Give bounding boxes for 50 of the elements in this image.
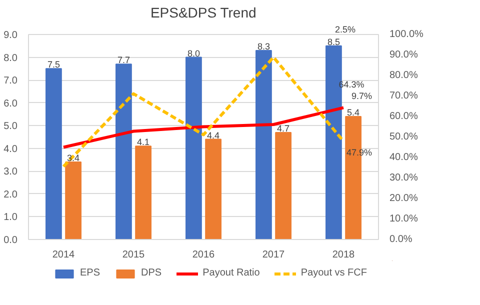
text: 2.0 (4, 189, 18, 200)
text: 50.0% (390, 132, 418, 142)
text: 100.0% (390, 29, 424, 40)
bar (275, 132, 292, 240)
text: 7.0 (4, 76, 18, 87)
text: 60.0% (390, 111, 418, 122)
data-label: 4.7 (277, 123, 290, 134)
text: 8.0 (4, 52, 18, 64)
text: 20.0% (390, 193, 418, 204)
text: 40.0% (390, 152, 418, 163)
text: 0.0% (390, 234, 412, 245)
annotation: 9.7% (352, 91, 372, 101)
bar (205, 138, 222, 240)
text: 90.0% (390, 50, 418, 60)
text: 70.0% (390, 90, 418, 102)
data-label: 8.3 (257, 41, 270, 52)
data-label: 7.5 (47, 60, 60, 70)
text: 9.0 (4, 30, 18, 41)
text: 6.0 (4, 98, 18, 110)
data-label: 5.4 (347, 108, 360, 118)
data-label: 4.1 (137, 137, 150, 148)
data-label: 7.7 (117, 55, 130, 66)
x-tick-label: 2015 (122, 250, 146, 260)
bar (256, 50, 272, 240)
legend-label: EPS (80, 268, 100, 278)
x-tick-label: 2018 (332, 250, 356, 260)
text: 4.0 (4, 144, 18, 155)
legend-label: DPS (141, 268, 162, 278)
text: 0.0 (4, 235, 18, 246)
text: 3.0 (4, 166, 18, 178)
bar (135, 146, 152, 240)
legend-label: Payout Ratio (202, 268, 260, 278)
x-tick-label: 2016 (192, 250, 216, 260)
text: 1.0 (4, 212, 18, 224)
x-tick-label: 2014 (52, 250, 76, 260)
data-label: 8.5 (327, 36, 340, 47)
text: 30.0% (390, 172, 418, 184)
annotation: 2.5% (334, 24, 356, 34)
bar (46, 68, 62, 240)
text: 10.0% (390, 214, 418, 224)
chart-title: EPS&DPS Trend (150, 4, 256, 20)
text: 5.0 (4, 121, 18, 132)
bar (116, 64, 132, 240)
bar (65, 162, 82, 240)
legend-label: Payout vs FCF (300, 268, 367, 278)
text: 80.0% (390, 70, 418, 81)
data-label: 4.4 (207, 130, 220, 140)
bar (186, 56, 202, 240)
x-tick-label: 2017 (262, 250, 286, 260)
data-label: 8.0 (187, 48, 200, 58)
